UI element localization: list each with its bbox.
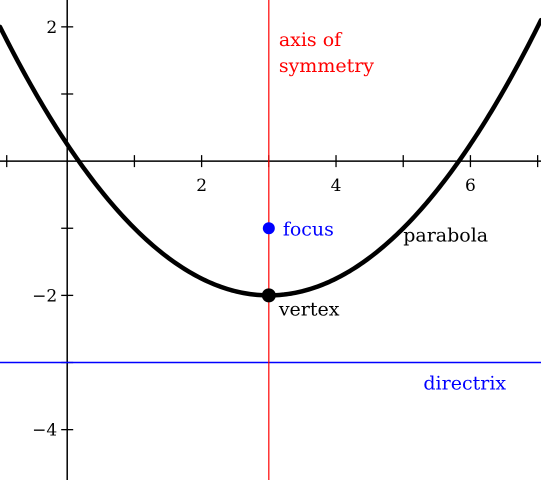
axis-of-symmetry-label-line-1: axis of [279, 29, 343, 51]
focus-point [262, 222, 275, 235]
y-tick-label: −4 [32, 421, 57, 441]
parabola-curve [0, 17, 541, 298]
parabola-label: parabola [403, 225, 488, 247]
y-tick-label: −2 [32, 286, 57, 306]
x-tick-label: 4 [331, 176, 342, 196]
focus-label: focus [283, 218, 334, 240]
axis-of-symmetry-label-line-2: symmetry [279, 55, 374, 77]
vertex-label: vertex [278, 298, 340, 320]
tick-labels-layer: 2 4 6 2 −2 −4 [32, 18, 476, 441]
directrix-label: directrix [423, 373, 506, 395]
vertex-point [261, 288, 276, 303]
x-tick-label: 6 [465, 176, 476, 196]
x-tick-label: 2 [196, 176, 207, 196]
y-tick-label: 2 [46, 18, 57, 38]
